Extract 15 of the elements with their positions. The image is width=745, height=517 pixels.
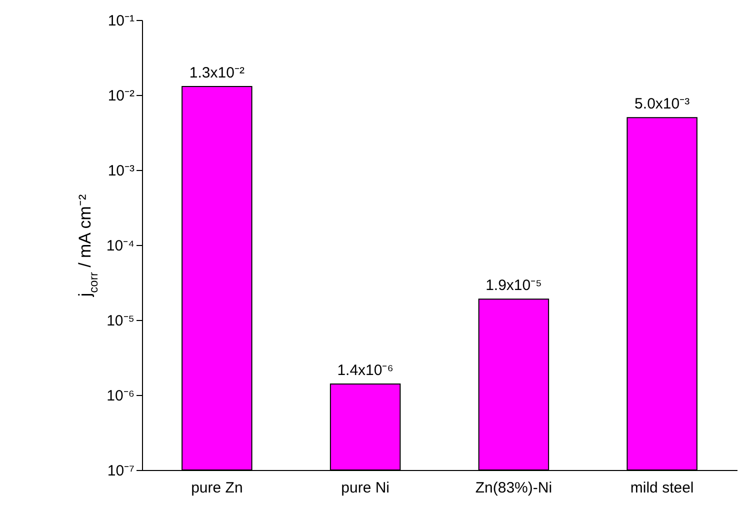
x-tick-label: Zn(83%)-Ni <box>475 480 552 496</box>
y-tick-label: 10⁻² <box>108 88 134 104</box>
data-label: 1.9x10⁻⁵ <box>486 277 542 294</box>
x-tick-label: mild steel <box>630 480 694 496</box>
x-tick-label: pure Zn <box>191 480 243 496</box>
y-tick-label: 10⁻¹ <box>108 12 134 30</box>
y-tick-label: 10⁻⁵ <box>106 312 134 330</box>
y-tick-label: 10⁻⁷ <box>107 462 134 480</box>
y-tick-label: 10⁻⁴ <box>106 238 134 254</box>
y-tick-label: 10⁻⁶ <box>106 388 134 404</box>
x-tick-label: pure Ni <box>341 480 390 496</box>
y-tick-label: 10⁻³ <box>108 162 134 180</box>
data-label: 5.0x10⁻³ <box>634 96 690 113</box>
data-label: 1.4x10⁻⁶ <box>337 362 394 380</box>
data-label: 1.3x10⁻² <box>189 64 244 82</box>
